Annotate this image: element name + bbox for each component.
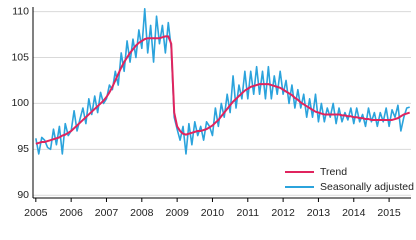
legend-label: Trend <box>320 166 347 178</box>
series-line <box>35 8 410 155</box>
series-line <box>35 35 410 145</box>
x-tick-label: 2012 <box>271 207 295 219</box>
legend-label: Seasonally adjusted <box>320 181 414 193</box>
chart: 90 95 100 105 110 2005 2006 2007 2008 2009 2010 201… <box>11 5 414 219</box>
y-tick-label: 95 <box>17 143 29 155</box>
y-tick-label: 90 <box>17 189 29 201</box>
x-tick-label: 2009 <box>165 207 189 219</box>
x-tick-label: 2008 <box>130 207 154 219</box>
x-tick-label: 2007 <box>95 207 119 219</box>
x-tick-label: 2011 <box>236 207 259 219</box>
x-tick-label: 2006 <box>59 207 83 219</box>
y-tick-label: 105 <box>11 51 29 63</box>
x-tick-label: 2015 <box>377 207 401 219</box>
y-tick-label: 100 <box>11 97 29 109</box>
y-tick-label: 110 <box>12 5 29 17</box>
x-tick-label: 2010 <box>201 207 225 219</box>
x-tick-label: 2005 <box>24 207 48 219</box>
x-tick-label: 2013 <box>307 207 331 219</box>
x-tick-label: 2014 <box>342 207 366 219</box>
